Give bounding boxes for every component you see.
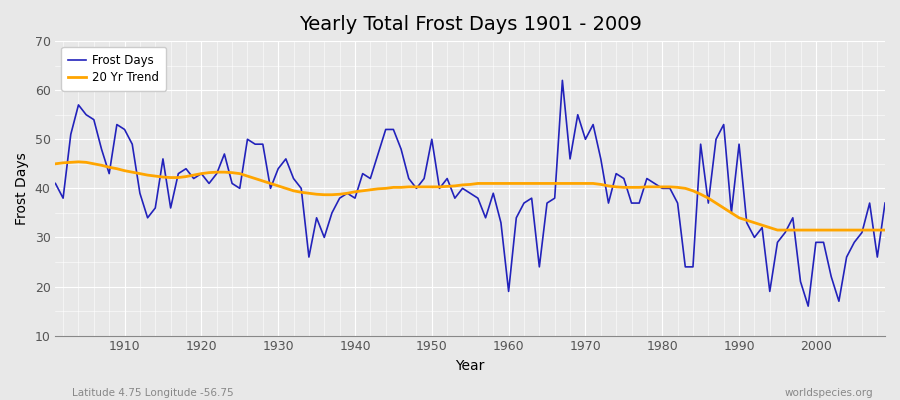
20 Yr Trend xyxy=(334,192,345,197)
Text: worldspecies.org: worldspecies.org xyxy=(785,388,873,398)
Frost Days xyxy=(50,181,61,186)
Frost Days xyxy=(557,78,568,83)
20 Yr Trend xyxy=(119,168,130,173)
X-axis label: Year: Year xyxy=(455,359,485,373)
Frost Days xyxy=(327,210,338,215)
Text: Latitude 4.75 Longitude -56.75: Latitude 4.75 Longitude -56.75 xyxy=(72,388,234,398)
20 Yr Trend xyxy=(288,188,299,193)
Frost Days xyxy=(503,289,514,294)
Frost Days xyxy=(281,156,292,161)
Title: Yearly Total Frost Days 1901 - 2009: Yearly Total Frost Days 1901 - 2009 xyxy=(299,15,642,34)
Frost Days xyxy=(496,220,507,225)
Frost Days xyxy=(603,201,614,206)
20 Yr Trend xyxy=(879,228,890,232)
20 Yr Trend xyxy=(772,228,783,232)
20 Yr Trend xyxy=(73,160,84,164)
20 Yr Trend xyxy=(50,162,61,166)
Line: Frost Days: Frost Days xyxy=(56,80,885,306)
Frost Days xyxy=(879,201,890,206)
Legend: Frost Days, 20 Yr Trend: Frost Days, 20 Yr Trend xyxy=(61,47,166,91)
20 Yr Trend xyxy=(503,181,514,186)
20 Yr Trend xyxy=(603,184,614,188)
Line: 20 Yr Trend: 20 Yr Trend xyxy=(56,162,885,230)
Frost Days xyxy=(112,122,122,127)
Frost Days xyxy=(803,304,814,308)
20 Yr Trend xyxy=(511,181,522,186)
Y-axis label: Frost Days: Frost Days xyxy=(15,152,29,225)
